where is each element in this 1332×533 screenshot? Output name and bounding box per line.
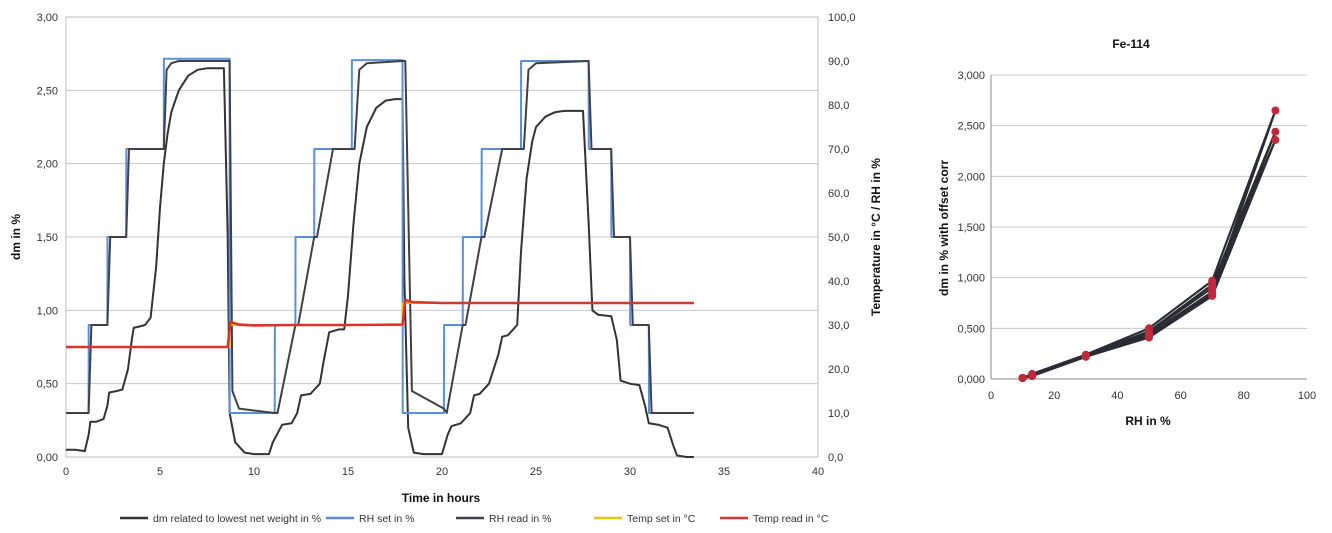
- series-line: [66, 298, 694, 349]
- x-tick-label: 20: [436, 466, 448, 478]
- x-tick-label: 20: [1048, 390, 1060, 402]
- data-point: [1271, 135, 1280, 144]
- y-tick-label: 0,00: [37, 452, 58, 464]
- y-tick-label: 2,500: [957, 121, 985, 133]
- data-point: [1145, 328, 1153, 337]
- x-tick-label: 15: [342, 466, 354, 478]
- x-tick-label: 80: [1238, 390, 1250, 402]
- y-tick-label: 2,00: [37, 159, 58, 171]
- x-tick-label: 25: [530, 466, 542, 478]
- y-tick-label: 1,000: [957, 273, 985, 285]
- data-point: [1018, 374, 1027, 382]
- series-line: [66, 67, 694, 458]
- legend-label: RH set in %: [359, 513, 414, 525]
- time-series-chart: 0,00 0,50 1,00 1,50 2,00 2,50 3,00 0,0 10,0 20,0 3…: [9, 12, 883, 525]
- y-axis-label: dm in %: [9, 214, 23, 260]
- y2-tick-label: 50,0: [828, 232, 849, 244]
- y2-tick-label: 100,0: [828, 12, 856, 24]
- x-axis-label: Time in hours: [402, 491, 481, 505]
- y-tick-label: 0,500: [957, 323, 985, 335]
- y-tick-label: 2,50: [37, 85, 58, 97]
- x-tick-label: 10: [248, 466, 260, 478]
- plot-frame: [65, 16, 819, 458]
- y-tick-label: 1,50: [37, 232, 58, 244]
- chart-title: Fe-114: [1112, 37, 1150, 51]
- y2-tick-label: 0,0: [828, 452, 843, 464]
- x-tick-label: 0: [988, 390, 994, 402]
- y2-tick-label: 40,0: [828, 276, 849, 288]
- series-line: [66, 60, 694, 414]
- x-tick-label: 60: [1174, 390, 1186, 402]
- y2-tick-label: 10,0: [828, 408, 849, 420]
- y-axis-label: dm in % with offset corr: [937, 160, 951, 296]
- y2-tick-label: 20,0: [828, 364, 849, 376]
- x-tick-label: 40: [812, 466, 824, 478]
- y-tick-label: 2,000: [957, 171, 985, 183]
- data-point: [1271, 127, 1280, 136]
- y-tick-label: 3,00: [37, 12, 58, 24]
- x-tick-label: 0: [63, 466, 69, 478]
- x-tick-label: 35: [718, 466, 730, 478]
- y2-tick-label: 70,0: [828, 144, 849, 156]
- y-tick-label: 3,000: [957, 70, 985, 82]
- y-tick-label: 0,50: [37, 379, 58, 391]
- hysteresis-line: [1022, 138, 1277, 380]
- data-point: [1028, 370, 1037, 379]
- x-tick-label: 30: [624, 466, 636, 478]
- series-line: [66, 57, 694, 414]
- data-point: [1208, 291, 1217, 300]
- hysteresis-chart: Fe-114 0,000 0,500 1,000 1,500 2,000 2,500 3,00…: [937, 37, 1316, 428]
- y2-tick-label: 30,0: [828, 320, 849, 332]
- y2-tick-label: 90,0: [828, 56, 849, 68]
- y2-tick-label: 60,0: [828, 188, 849, 200]
- legend-label: Temp read in °C: [753, 513, 829, 525]
- x-tick-label: 40: [1111, 390, 1123, 402]
- legend-label: Temp set in °C: [627, 513, 696, 525]
- x-axis-label: RH in %: [1125, 414, 1171, 428]
- data-point: [1271, 106, 1280, 115]
- y2-tick-label: 80,0: [828, 100, 849, 112]
- legend-label: dm related to lowest net weight in %: [153, 513, 321, 525]
- y-tick-label: 1,500: [957, 222, 985, 234]
- data-point: [1208, 283, 1217, 292]
- y2-axis-label: Temperature in °C / RH in %: [869, 158, 883, 316]
- y-tick-label: 1,00: [37, 305, 58, 317]
- data-point: [1081, 352, 1090, 361]
- legend-label: RH read in %: [489, 513, 551, 525]
- x-tick-label: 100: [1298, 390, 1316, 402]
- y-tick-label: 0,000: [957, 374, 985, 386]
- x-tick-label: 5: [157, 466, 163, 478]
